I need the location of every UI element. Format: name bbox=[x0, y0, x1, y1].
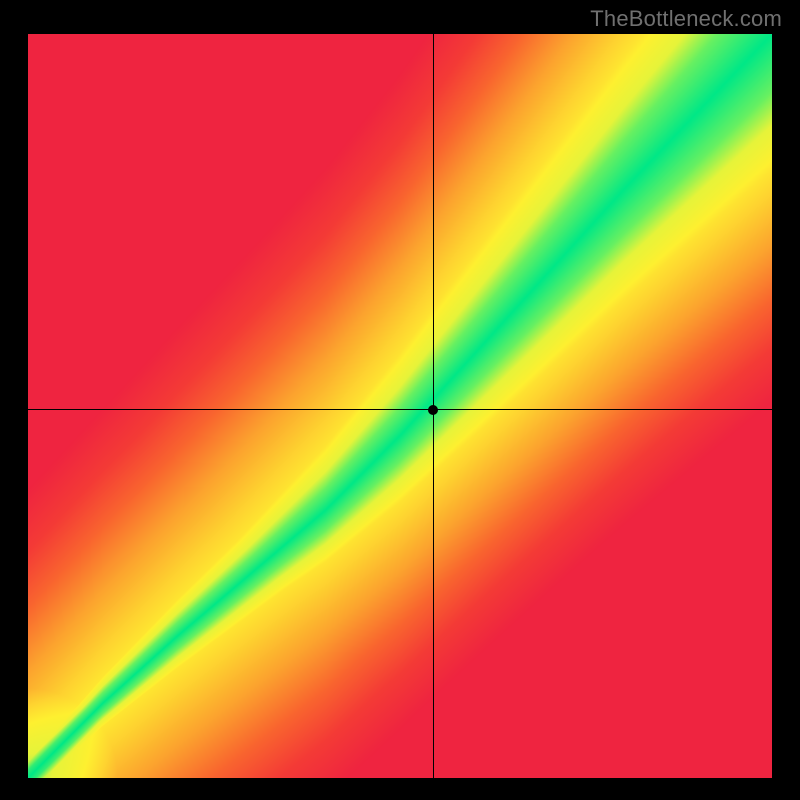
crosshair-horizontal bbox=[28, 409, 772, 410]
crosshair-point bbox=[428, 405, 438, 415]
plot-frame bbox=[28, 34, 772, 778]
heatmap-canvas bbox=[28, 34, 772, 778]
watermark-text: TheBottleneck.com bbox=[590, 6, 782, 32]
